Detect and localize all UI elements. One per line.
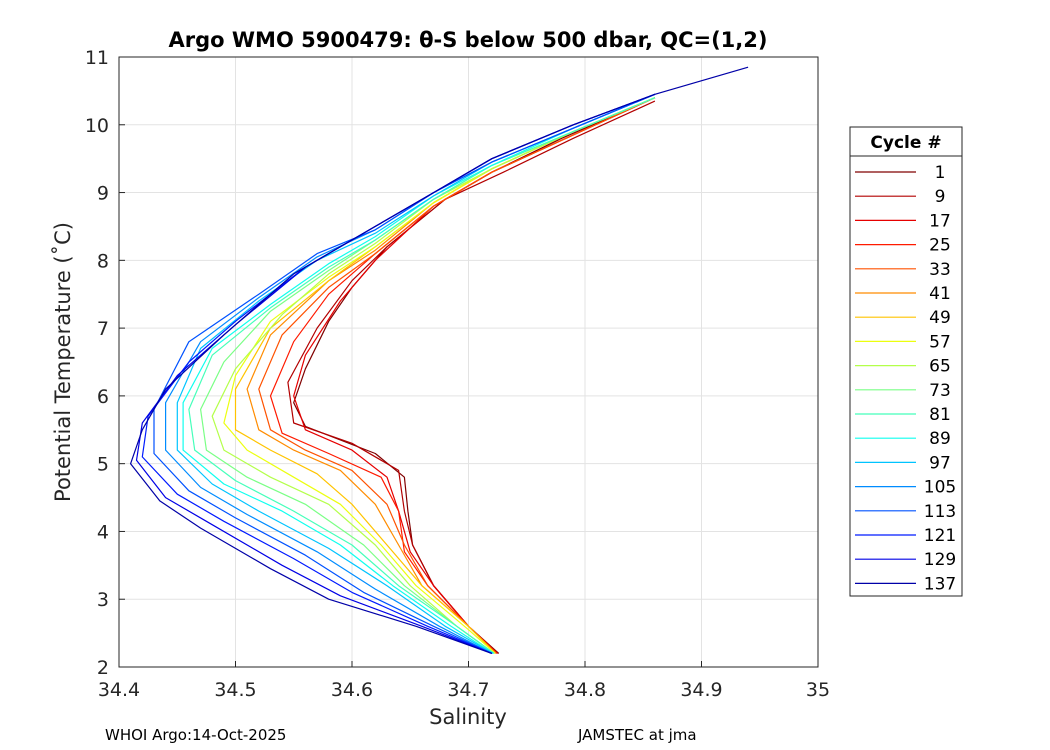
y-tick-label: 2 <box>97 657 109 679</box>
x-tick-label: 35 <box>806 679 830 701</box>
series-line-cycle-65 <box>211 97 656 654</box>
y-tick-label: 3 <box>97 589 109 611</box>
legend-entries: 1 9 17 25 33 41 49 57 65 73 81 89 97 105 113 121 129 137 <box>855 163 956 594</box>
y-axis-label: Potential Temperature (˚C) <box>51 222 75 502</box>
y-tick-label: 7 <box>97 318 109 340</box>
footer-right-text: JAMSTEC at jma <box>578 726 697 744</box>
legend-entry-label: 73 <box>929 381 951 401</box>
legend-entry-label: 137 <box>924 574 956 594</box>
legend-entry-label: 1 <box>935 163 946 183</box>
x-tick-label: 34.5 <box>214 679 256 701</box>
y-axis: 2 3 4 5 6 7 8 9 10 11 <box>85 47 125 679</box>
legend-entry-label: 33 <box>929 260 951 280</box>
x-tick-label: 34.7 <box>447 679 489 701</box>
legend-entry-label: 57 <box>929 332 951 352</box>
series-line-cycle-57 <box>223 97 656 654</box>
x-tick-label: 34.6 <box>331 679 373 701</box>
legend-title: Cycle # <box>870 133 941 153</box>
series-line-cycle-113 <box>153 93 656 654</box>
series-line-cycle-137 <box>130 66 749 654</box>
legend-entry-label: 97 <box>929 453 951 473</box>
legend-entry-label: 121 <box>924 526 956 546</box>
series-line-cycle-89 <box>182 93 656 654</box>
x-axis-label: Salinity <box>429 705 507 729</box>
x-tick-label: 34.4 <box>98 679 140 701</box>
legend-entry-label: 65 <box>929 357 951 377</box>
y-tick-label: 9 <box>97 183 109 205</box>
legend-entry-label: 81 <box>929 405 951 425</box>
x-tick-label: 34.8 <box>564 679 606 701</box>
legend-entry-label: 9 <box>935 187 946 207</box>
legend: Cycle # 1 9 17 25 33 41 49 57 65 73 81 89 97 105 113 12… <box>849 126 963 597</box>
series-line-cycle-9 <box>287 100 656 654</box>
y-tick-label: 11 <box>85 47 109 69</box>
legend-entry-label: 17 <box>929 211 951 231</box>
series-line-cycle-97 <box>176 93 656 654</box>
y-tick-label: 4 <box>97 521 109 543</box>
y-tick-label: 10 <box>85 115 109 137</box>
series-line-cycle-33 <box>258 97 656 654</box>
y-tick-label: 5 <box>97 454 109 476</box>
series-line-cycle-81 <box>188 97 656 654</box>
y-tick-label: 6 <box>97 386 109 408</box>
legend-entry-label: 105 <box>924 478 956 498</box>
chart-title: Argo WMO 5900479: θ-S below 500 dbar, QC… <box>169 28 768 52</box>
legend-entry-label: 49 <box>929 308 951 328</box>
y-tick-label: 8 <box>97 250 109 272</box>
legend-box <box>849 126 963 597</box>
legend-entry-label: 89 <box>929 429 951 449</box>
data-series <box>130 66 749 654</box>
legend-entry-label: 25 <box>929 236 951 256</box>
legend-entry-label: 41 <box>929 284 951 304</box>
legend-entry-label: 113 <box>924 502 956 522</box>
legend-entry-label: 129 <box>924 550 956 570</box>
footer-left-text: WHOI Argo:14-Oct-2025 <box>105 726 287 744</box>
x-axis: 34.4 34.5 34.6 34.7 34.8 34.9 35 <box>98 661 830 701</box>
x-tick-label: 34.9 <box>680 679 722 701</box>
